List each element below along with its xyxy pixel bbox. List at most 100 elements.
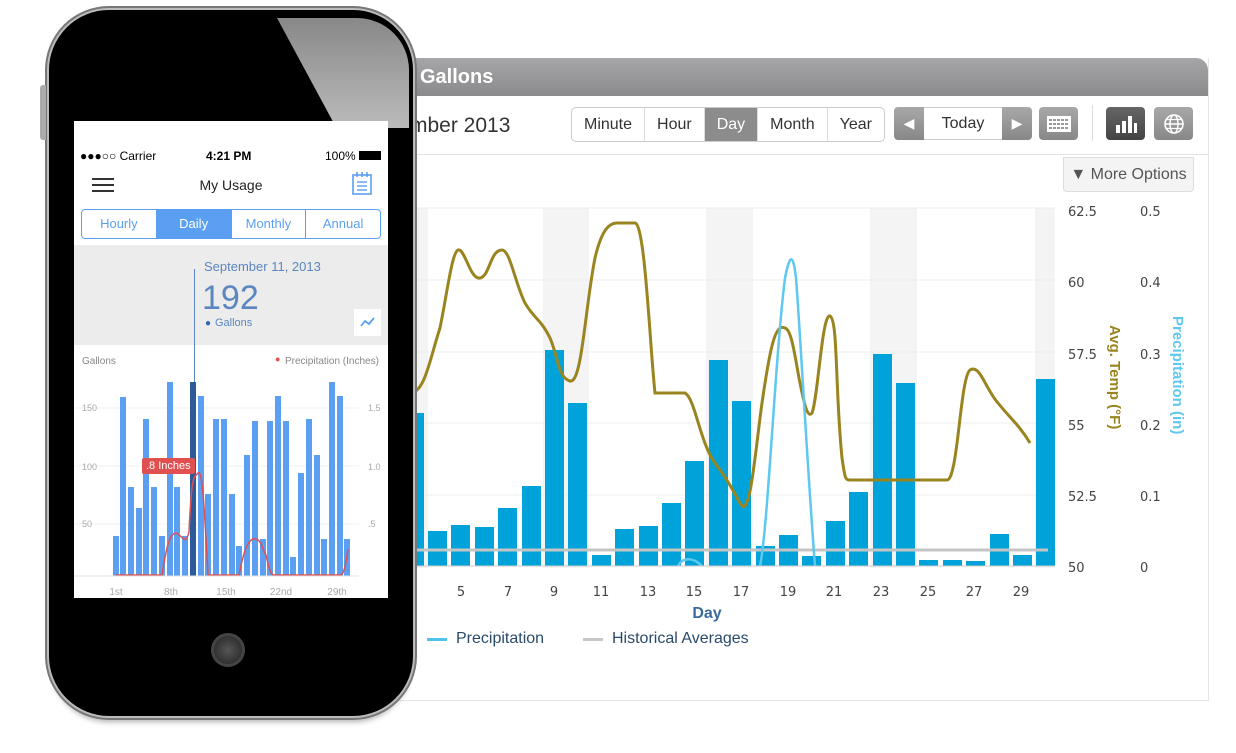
phone-y-ticks: 150 100 50 1.5 1.0 .5 xyxy=(82,403,381,529)
panel-title: Gallons xyxy=(420,66,494,88)
svg-text:.5: .5 xyxy=(368,519,376,529)
more-options-button[interactable]: ▼ More Options xyxy=(1063,157,1194,192)
today-button[interactable]: Today xyxy=(924,107,1002,140)
phone-x-ticks: 1st 8th 15th 22nd 29th xyxy=(109,587,346,598)
period-label: mber 2013 xyxy=(410,114,511,137)
svg-text:0.2: 0.2 xyxy=(1140,419,1161,434)
tab-annual[interactable]: Annual xyxy=(322,216,364,231)
svg-text:22nd: 22nd xyxy=(270,587,292,598)
usage-value: 192 xyxy=(202,279,259,317)
svg-text:21: 21 xyxy=(826,585,843,600)
temp-axis-ticks: 62.5 60 57.5 55 52.5 50 xyxy=(1068,205,1097,576)
tab-minute[interactable]: Minute xyxy=(572,108,646,141)
svg-text:50: 50 xyxy=(1068,561,1085,576)
svg-text:29th: 29th xyxy=(327,587,346,598)
svg-text:7: 7 xyxy=(504,585,512,600)
carrier-label: ●●●○○ Carrier xyxy=(80,149,157,163)
chevron-left-icon: ◀ xyxy=(903,115,915,131)
map-view-button[interactable] xyxy=(1154,107,1193,140)
chart-toggle-button[interactable] xyxy=(354,309,381,336)
precip-tooltip: .8 Inches xyxy=(142,458,195,474)
svg-text:23: 23 xyxy=(873,585,890,600)
legend-label: Precipitation xyxy=(456,630,545,647)
legend-precipitation[interactable]: Precipitation xyxy=(427,630,544,648)
svg-text:1.5: 1.5 xyxy=(368,403,381,413)
svg-text:19: 19 xyxy=(780,585,797,600)
x-axis-title: Day xyxy=(692,605,721,622)
svg-text:0.3: 0.3 xyxy=(1140,348,1161,363)
phone-chart-legend: Precipitation (Inches) xyxy=(285,356,379,367)
svg-text:55: 55 xyxy=(1068,419,1085,434)
summary-card: September 11, 2013 192 ● Gallons xyxy=(74,245,388,345)
battery-icon xyxy=(359,151,381,160)
svg-text:17: 17 xyxy=(733,585,750,600)
tab-year[interactable]: Year xyxy=(839,116,872,133)
tab-hour[interactable]: Hour xyxy=(645,108,705,141)
phone-chart-y-label: Gallons xyxy=(82,356,116,367)
prev-button[interactable]: ◀ xyxy=(894,107,924,140)
svg-text:9: 9 xyxy=(550,585,558,600)
unit-label: Gallons xyxy=(215,317,253,329)
precipitation-line xyxy=(676,258,817,567)
tab-hourly[interactable]: Hourly xyxy=(82,210,157,238)
svg-text:5: 5 xyxy=(457,585,465,600)
tab-daily[interactable]: Daily xyxy=(156,210,232,238)
svg-text:15: 15 xyxy=(686,585,703,600)
calendar-list-icon[interactable] xyxy=(352,171,372,195)
battery-label: 100% xyxy=(325,149,356,163)
tab-day[interactable]: Day xyxy=(704,108,759,141)
next-button[interactable]: ▶ xyxy=(1002,107,1032,140)
avg-temp-line xyxy=(409,221,1032,508)
svg-text:150: 150 xyxy=(82,403,97,413)
legend-swatch xyxy=(583,637,603,641)
phone-precip-line xyxy=(116,472,349,576)
trend-line-icon xyxy=(360,317,375,327)
tab-monthly[interactable]: Monthly xyxy=(232,210,307,238)
svg-text:15th: 15th xyxy=(216,587,235,598)
legend-swatch xyxy=(427,637,447,641)
legend-label: Historical Averages xyxy=(612,630,749,647)
menu-icon[interactable] xyxy=(92,177,114,193)
globe-icon xyxy=(1163,113,1184,134)
svg-text:0.5: 0.5 xyxy=(1140,205,1161,220)
bar-chart-view-button[interactable] xyxy=(1106,107,1145,140)
bar-chart-icon xyxy=(1115,115,1137,133)
svg-text:29: 29 xyxy=(1013,585,1030,600)
svg-text:60: 60 xyxy=(1068,276,1085,291)
calendar-button[interactable] xyxy=(1039,107,1078,140)
temp-axis-title: Avg. Temp (°F) xyxy=(1106,325,1123,429)
time-label: 4:21 PM xyxy=(206,149,252,163)
svg-text:1.0: 1.0 xyxy=(368,462,381,472)
phone-period-tabs: Hourly Daily Monthly Annual xyxy=(81,209,381,239)
svg-text:13: 13 xyxy=(640,585,657,600)
svg-text:0: 0 xyxy=(1140,561,1148,576)
tab-month[interactable]: Month xyxy=(758,108,828,141)
app-bar: My Usage xyxy=(74,165,388,205)
status-bar: ●●●○○ Carrier 4:21 PM 100% xyxy=(74,145,388,165)
gallons-bars xyxy=(410,350,1055,566)
svg-text:0.1: 0.1 xyxy=(1140,490,1161,505)
legend-dot-icon: ● xyxy=(275,354,281,364)
side-button xyxy=(40,85,46,140)
app-title: My Usage xyxy=(199,177,263,193)
svg-text:27: 27 xyxy=(966,585,983,600)
svg-text:50: 50 xyxy=(82,519,92,529)
svg-text:100: 100 xyxy=(82,462,97,472)
svg-text:57.5: 57.5 xyxy=(1068,348,1097,363)
chevron-right-icon: ▶ xyxy=(1011,115,1023,131)
granularity-tabs: Minute Hour Day Month Year xyxy=(571,107,885,142)
svg-text:11: 11 xyxy=(593,585,610,600)
calendar-grid-icon xyxy=(1046,115,1071,132)
phone-bars xyxy=(113,382,350,576)
date-nav: ◀ Today ▶ xyxy=(894,107,1032,140)
phone-screen: ●●●○○ Carrier 4:21 PM 100% My Usage Hour… xyxy=(74,121,388,598)
home-button[interactable] xyxy=(211,633,245,667)
svg-text:8th: 8th xyxy=(164,587,178,598)
legend-historical[interactable]: Historical Averages xyxy=(583,630,749,648)
svg-text:25: 25 xyxy=(920,585,937,600)
toolbar: mber 2013 Minute Hour Day Month Year ◀ T… xyxy=(330,96,1208,155)
selected-date: September 11, 2013 xyxy=(204,259,321,274)
panel-header: Gallons xyxy=(330,58,1208,96)
